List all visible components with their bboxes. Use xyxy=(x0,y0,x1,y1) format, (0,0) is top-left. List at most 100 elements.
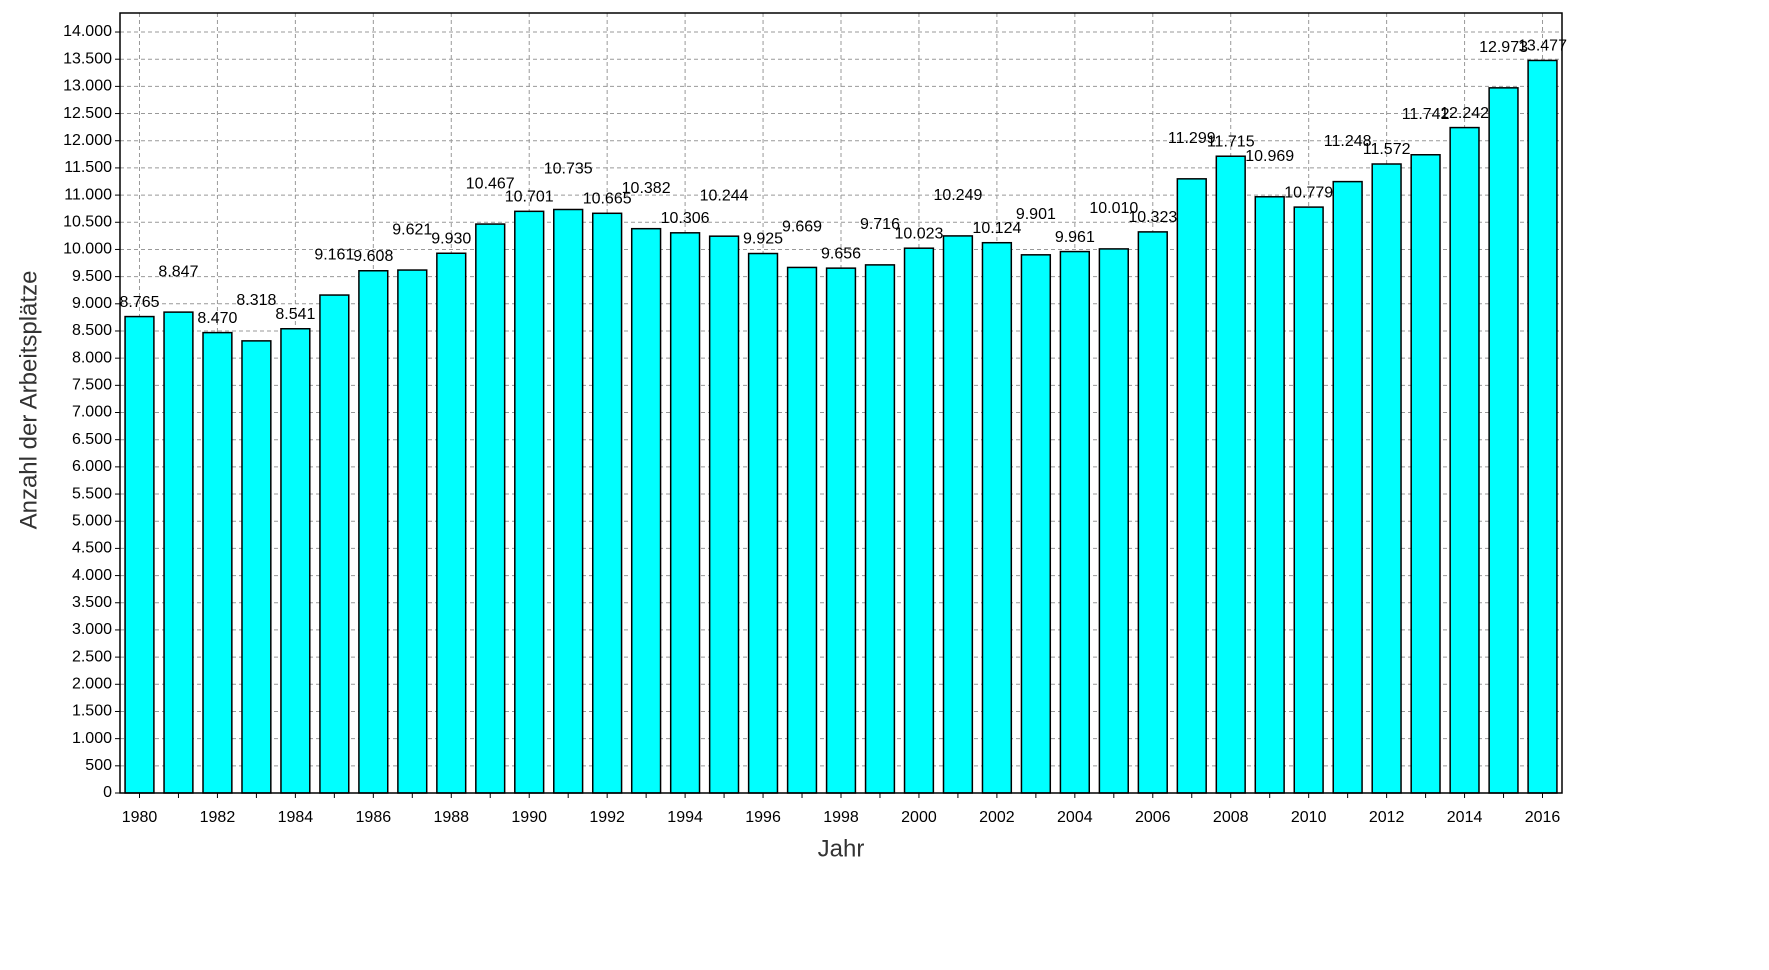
value-label: 10.249 xyxy=(933,187,982,204)
value-label: 8.470 xyxy=(197,310,237,327)
y-tick-label: 12.500 xyxy=(63,105,112,122)
value-label: 11.742 xyxy=(1402,106,1450,123)
bar xyxy=(1059,250,1091,794)
value-label: 10.382 xyxy=(622,180,671,197)
value-label: 10.779 xyxy=(1284,184,1333,201)
bar xyxy=(669,232,701,794)
value-label: 12.242 xyxy=(1440,105,1489,122)
y-tick-label: 1.500 xyxy=(72,703,112,720)
y-tick-label: 8.000 xyxy=(72,349,112,366)
y-tick-label: 7.000 xyxy=(72,404,112,421)
value-label: 9.925 xyxy=(743,231,783,248)
bar xyxy=(1293,206,1324,794)
bar xyxy=(1215,155,1246,794)
value-label: 9.608 xyxy=(353,248,393,265)
value-label: 10.701 xyxy=(505,189,554,206)
bar xyxy=(163,311,194,794)
x-tick-label: 2006 xyxy=(1135,809,1171,826)
bar xyxy=(1449,126,1480,794)
bar xyxy=(202,331,233,794)
y-tick-label: 3.000 xyxy=(72,621,112,638)
bar xyxy=(553,208,584,794)
bar xyxy=(1410,154,1441,794)
bar xyxy=(1176,178,1207,794)
bar xyxy=(319,294,350,794)
value-label: 8.765 xyxy=(119,294,159,311)
y-tick-label: 9.500 xyxy=(72,268,112,285)
x-tick-label: 2012 xyxy=(1369,809,1405,826)
bar xyxy=(1488,87,1519,794)
bar xyxy=(241,340,272,794)
x-tick-label: 2010 xyxy=(1291,809,1327,826)
y-tick-label: 2.000 xyxy=(72,676,112,693)
y-tick-label: 5.500 xyxy=(72,485,112,502)
y-tick-label: 10.500 xyxy=(63,213,112,230)
y-tick-label: 0 xyxy=(103,784,112,801)
y-tick-label: 13.500 xyxy=(63,50,112,67)
value-label: 9.716 xyxy=(860,216,900,233)
y-tick-label: 6.000 xyxy=(72,458,112,475)
bar xyxy=(1137,231,1168,794)
value-label: 11.572 xyxy=(1363,141,1411,158)
value-label: 10.023 xyxy=(894,225,943,242)
value-label: 10.969 xyxy=(1245,148,1294,165)
bar xyxy=(981,241,1013,794)
value-label: 11.248 xyxy=(1324,133,1372,150)
value-label: 8.541 xyxy=(275,306,315,323)
value-label: 9.161 xyxy=(314,246,354,263)
bar xyxy=(280,328,311,794)
value-label: 8.318 xyxy=(236,292,276,309)
bar xyxy=(358,270,389,794)
y-tick-label: 8.500 xyxy=(72,322,112,339)
bar xyxy=(630,227,662,794)
value-label: 11.299 xyxy=(1168,130,1216,147)
bar xyxy=(514,210,545,794)
x-tick-label: 2008 xyxy=(1213,809,1249,826)
x-tick-label: 1984 xyxy=(278,809,314,826)
bar xyxy=(475,223,506,794)
x-tick-label: 1990 xyxy=(511,809,547,826)
y-tick-label: 4.000 xyxy=(72,567,112,584)
value-label: 10.467 xyxy=(466,175,515,192)
bar xyxy=(124,315,155,794)
y-tick-label: 500 xyxy=(85,757,112,774)
bar xyxy=(1098,248,1129,794)
y-tick-label: 5.000 xyxy=(72,512,112,529)
value-label: 10.124 xyxy=(972,220,1021,237)
bar xyxy=(1371,163,1402,794)
bar xyxy=(436,252,467,794)
bar xyxy=(903,247,935,794)
value-label: 10.735 xyxy=(544,161,593,178)
y-tick-label: 12.000 xyxy=(63,132,112,149)
x-tick-label: 1982 xyxy=(200,809,236,826)
x-tick-label: 2002 xyxy=(979,809,1015,826)
x-tick-label: 2014 xyxy=(1447,809,1483,826)
x-tick-label: 1996 xyxy=(745,809,781,826)
bar xyxy=(1527,59,1558,794)
value-label: 12.973 xyxy=(1479,39,1528,56)
y-tick-label: 10.000 xyxy=(63,241,112,258)
value-label: 9.656 xyxy=(821,245,861,262)
value-label: 10.323 xyxy=(1128,209,1177,226)
y-tick-label: 11.000 xyxy=(64,186,112,203)
y-tick-label: 4.500 xyxy=(72,540,112,557)
y-tick-label: 11.500 xyxy=(64,159,112,176)
y-tick-label: 9.000 xyxy=(72,295,112,312)
bar xyxy=(942,235,974,794)
y-tick-label: 14.000 xyxy=(63,23,112,40)
bar xyxy=(786,266,818,794)
bar xyxy=(591,212,623,794)
bar xyxy=(1332,180,1363,794)
x-tick-label: 1986 xyxy=(356,809,392,826)
value-label: 8.847 xyxy=(158,263,198,280)
y-tick-label: 1.000 xyxy=(72,730,112,747)
value-label: 10.244 xyxy=(700,187,749,204)
plot-frame xyxy=(119,12,1563,794)
bar xyxy=(397,269,428,794)
bar xyxy=(1254,196,1285,794)
value-label: 10.306 xyxy=(661,210,710,227)
x-tick-label: 2000 xyxy=(901,809,937,826)
x-tick-label: 1980 xyxy=(122,809,158,826)
value-label: 9.901 xyxy=(1016,206,1056,223)
